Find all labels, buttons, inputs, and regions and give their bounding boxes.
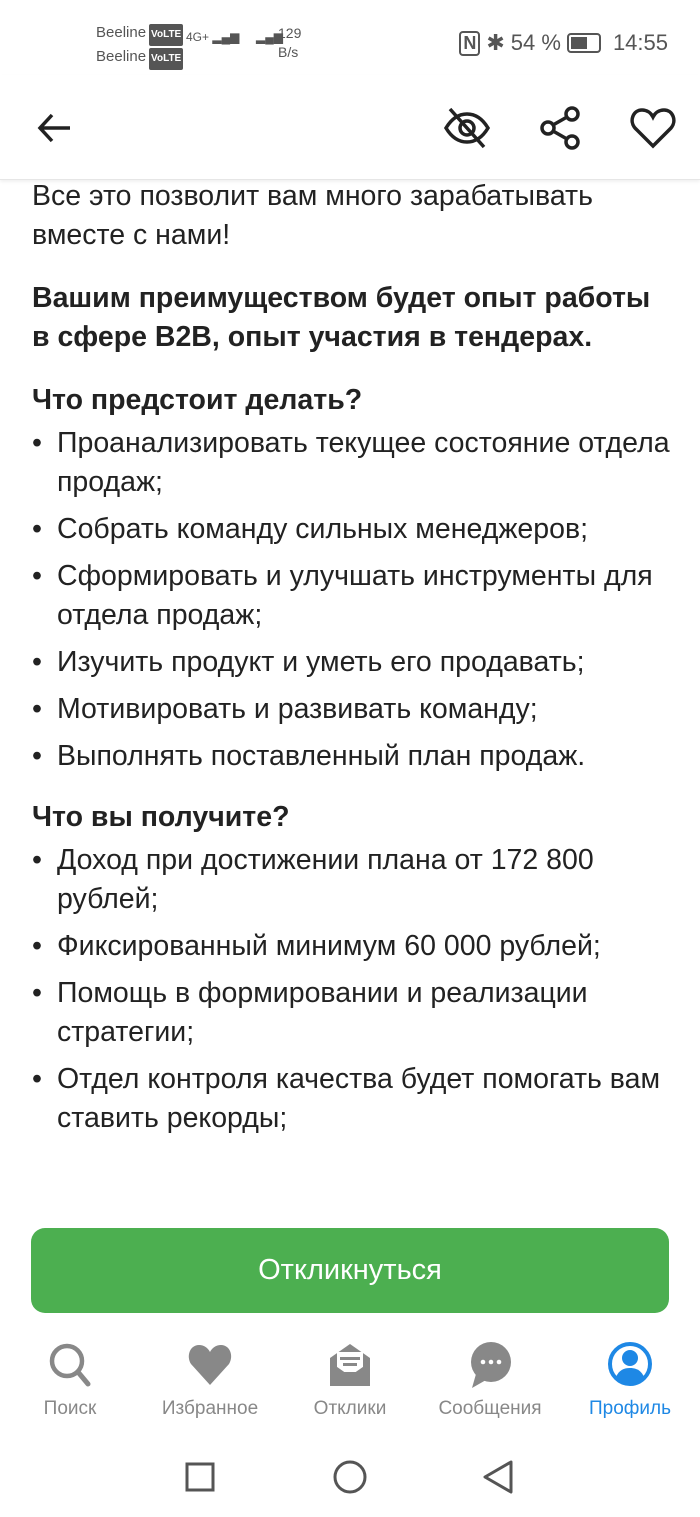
list-item: Изучить продукт и уметь его продавать; [32, 643, 672, 682]
chat-bubble-icon [471, 1342, 511, 1388]
list-item: Выполнять поставленный план продаж. [32, 737, 672, 776]
nav-responses[interactable]: Отклики [280, 1340, 420, 1430]
nav-search[interactable]: Поиск [0, 1340, 140, 1430]
volte-badge: VoLTE [149, 24, 184, 46]
speed-unit: B/s [278, 44, 299, 60]
bottom-navigation: Поиск Избранное Отклики Сообщения Профил… [0, 1340, 700, 1430]
apply-button[interactable]: Откликнуться [31, 1228, 669, 1313]
nav-label: Избранное [161, 1398, 259, 1419]
nav-profile[interactable]: Профиль [560, 1340, 700, 1430]
heart-icon [188, 1345, 232, 1385]
nav-label: Отклики [313, 1398, 387, 1419]
battery-icon [566, 33, 601, 53]
list-item: Отдел контроля качества будет помогать в… [32, 1060, 672, 1138]
arrow-left-icon[interactable] [30, 103, 80, 153]
status-bar: Beeline VoLTE Beeline VoLTE 4G+ ▂▄▆ ▂▄▆ 12… [0, 0, 700, 75]
profile-icon [608, 1342, 652, 1386]
list-item: Проанализировать текущее состояние отдел… [32, 424, 672, 502]
heart-outline-icon[interactable] [628, 103, 678, 153]
carrier-2: Beeline [96, 48, 147, 65]
vacancy-description: Все это позволит вам много зарабатывать … [32, 172, 672, 1215]
list-item: Мотивировать и развивать команду; [32, 690, 672, 729]
nav-messages[interactable]: Сообщения [420, 1340, 560, 1430]
battery-percent: 54 % [510, 30, 561, 55]
clock: 14:55 [612, 30, 668, 55]
volte-badge: VoLTE [149, 48, 184, 70]
section-list: Проанализировать текущее состояние отдел… [32, 424, 672, 776]
envelope-open-icon [330, 1344, 370, 1386]
nav-favorites[interactable]: Избранное [140, 1340, 280, 1430]
section-list: Доход при достижении плана от 172 800 ру… [32, 841, 672, 1138]
top-app-bar [0, 75, 700, 180]
eye-off-icon[interactable] [442, 103, 492, 153]
back-button[interactable] [483, 1460, 513, 1494]
signal-icon: 4G+ ▂▄▆ ▂▄▆ [186, 30, 283, 44]
nfc-icon: N [459, 30, 481, 56]
list-item: Собрать команду сильных менеджеров; [32, 510, 672, 549]
list-item: Доход при достижении плана от 172 800 ру… [32, 841, 672, 919]
nav-label: Профиль [588, 1398, 672, 1419]
list-item: Фиксированный минимум 60 000 рублей; [32, 927, 672, 966]
nav-label: Поиск [43, 1398, 97, 1419]
share-icon[interactable] [536, 103, 586, 153]
list-item: Помощь в формировании и реализации страт… [32, 974, 672, 1052]
bluetooth-icon: ✱ [486, 30, 505, 55]
nav-label: Сообщения [438, 1398, 542, 1419]
network-speed: 129 B/s [278, 24, 301, 62]
list-item: Сформировать и улучшать инструменты для … [32, 557, 672, 635]
home-button[interactable] [333, 1460, 367, 1494]
system-navigation [185, 1460, 513, 1494]
carrier-1: Beeline [96, 24, 147, 41]
section-heading: Что вы получите? [32, 801, 290, 833]
section-heading: Что предстоит делать? [32, 384, 363, 416]
intro-text: Все это позволит вам много зарабатывать … [32, 180, 593, 251]
recents-button[interactable] [185, 1462, 215, 1492]
advantage-text: Вашим преимуществом будет опыт работы в … [32, 282, 651, 353]
network-type: 4G+ [186, 30, 210, 44]
speed-value: 129 [278, 25, 302, 41]
search-icon [49, 1343, 91, 1387]
carrier-info: Beeline VoLTE Beeline VoLTE [96, 22, 184, 70]
